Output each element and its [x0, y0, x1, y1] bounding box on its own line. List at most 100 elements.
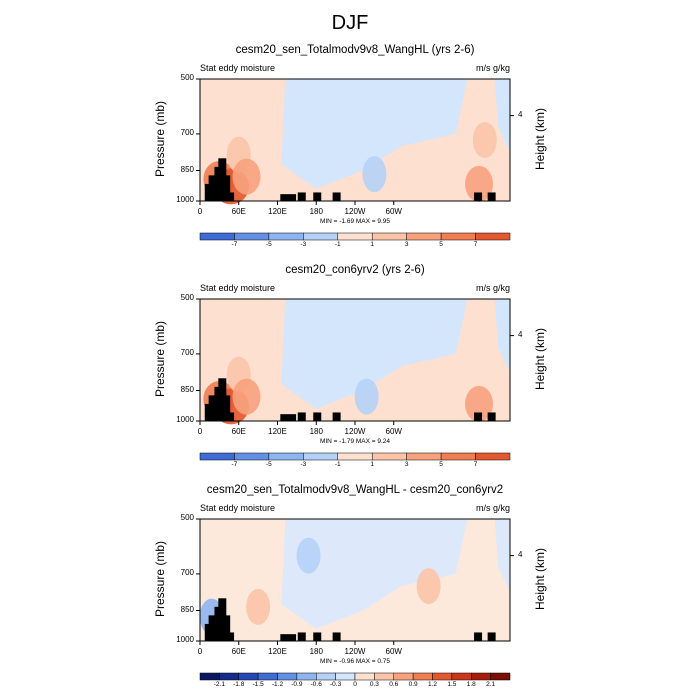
- topography: [487, 412, 496, 421]
- y-tick-label: 500: [180, 513, 194, 522]
- y-tick-label: 700: [180, 347, 194, 357]
- topography: [474, 632, 483, 641]
- x-tick-label: 60E: [231, 427, 246, 436]
- field-negative-region: [281, 519, 468, 629]
- field-feature: [472, 122, 497, 158]
- x-tick-label: 60W: [385, 427, 402, 436]
- right-subtitle: m/s g/kg: [475, 503, 510, 513]
- colorbar-box: [440, 232, 476, 241]
- topography: [297, 412, 306, 421]
- colorbar-label: 3: [404, 241, 409, 248]
- colorbar-box: [316, 672, 336, 681]
- colorbar-label: -0.3: [330, 681, 342, 688]
- field-negative-region: [494, 519, 510, 593]
- field-feature: [362, 156, 387, 193]
- colorbar-box: [303, 232, 339, 241]
- topography: [297, 192, 306, 201]
- colorbar-box: [371, 232, 407, 241]
- colorbar-label: 1.5: [447, 681, 457, 688]
- topography: [222, 175, 231, 201]
- colorbar-box: [475, 232, 511, 241]
- stats-text: MIN = -1.69 MAX = 9.95: [319, 218, 391, 225]
- field-negative-region: [494, 299, 510, 373]
- colorbar-label: -0.9: [291, 681, 303, 688]
- colorbar-box: [303, 452, 339, 461]
- colorbar-box: [234, 232, 270, 241]
- topography: [226, 632, 235, 641]
- colorbar-label: 0.6: [389, 681, 399, 688]
- x-tick-label: 120W: [344, 207, 366, 216]
- y-tick-label: 1000: [176, 635, 194, 644]
- colorbar-box: [238, 672, 259, 681]
- colorbar-box: [432, 672, 453, 681]
- x-tick-label: 120W: [344, 647, 366, 656]
- topography: [487, 192, 496, 201]
- colorbar-box: [219, 672, 239, 681]
- colorbar-box: [490, 672, 511, 681]
- field-feature: [416, 568, 441, 605]
- y-tick-label: 850: [180, 164, 194, 174]
- topography: [332, 412, 341, 421]
- colorbar-label: -5: [265, 241, 272, 248]
- colorbar-label: -1: [334, 241, 341, 248]
- panel-title: cesm20_sen_Totalmodv9v8_WangHL - cesm20_…: [206, 484, 504, 496]
- topography: [288, 414, 297, 421]
- x-tick-label: 0: [197, 647, 203, 656]
- colorbar-box: [440, 452, 476, 461]
- colorbar-label: -3: [300, 461, 307, 468]
- field-feature: [246, 588, 271, 625]
- y-tick-label: 1000: [176, 195, 194, 204]
- topography: [222, 615, 231, 641]
- colorbar-box: [393, 672, 414, 681]
- main-title: DJF: [331, 12, 369, 34]
- colorbar-label: 3: [404, 461, 409, 468]
- panel-title: cesm20_sen_Totalmodv9v8_WangHL (yrs 2-6): [235, 44, 475, 56]
- colorbar-box: [412, 672, 433, 681]
- topography: [297, 632, 306, 641]
- colorbar-box: [268, 232, 304, 241]
- topography: [222, 395, 231, 421]
- topography: [332, 192, 341, 201]
- x-tick-label: 0: [197, 427, 203, 436]
- topography: [313, 412, 322, 421]
- field-negative-region: [281, 79, 468, 189]
- colorbar-label: -1: [334, 461, 341, 468]
- y-right-tick-label: 4: [518, 109, 523, 119]
- colorbar-box: [335, 672, 356, 681]
- colorbar-box: [371, 452, 407, 461]
- x-tick-label: 60W: [385, 207, 402, 216]
- left-subtitle: Stat eddy moisture: [200, 283, 276, 293]
- colorbar-box: [337, 452, 373, 461]
- colorbar-label: -7: [231, 241, 238, 248]
- y-tick-label: 700: [180, 567, 194, 577]
- panel-2: [196, 298, 514, 461]
- colorbar-box: [406, 452, 442, 461]
- field-feature: [232, 378, 261, 415]
- topography: [280, 194, 289, 201]
- colorbar-label: 0: [353, 681, 357, 688]
- colorbar-label: 0.9: [408, 681, 418, 688]
- topography: [288, 634, 297, 641]
- colorbar-label: 1: [370, 241, 375, 248]
- topography: [280, 414, 289, 421]
- right-subtitle: m/s g/kg: [475, 283, 510, 293]
- y-right-tick-label: 4: [518, 329, 523, 339]
- colorbar-label: 5: [439, 241, 443, 248]
- colorbar-label: 0.3: [369, 681, 379, 688]
- colorbar-box: [354, 672, 375, 681]
- x-tick-label: 60E: [231, 647, 246, 656]
- colorbar-label: -5: [265, 461, 272, 468]
- colorbar-box: [337, 232, 373, 241]
- colorbar-box: [199, 232, 235, 241]
- topography: [208, 175, 217, 201]
- y-right-tick-label: 4: [518, 549, 523, 559]
- panel-title: cesm20_con6yrv2 (yrs 2-6): [285, 264, 425, 276]
- colorbar-label: 7: [473, 461, 478, 468]
- y-tick-label: 850: [180, 604, 194, 614]
- field-feature: [232, 158, 261, 195]
- x-tick-label: 180: [309, 427, 323, 436]
- colorbar-box: [296, 672, 317, 681]
- colorbar-label: 1.2: [427, 681, 438, 688]
- left-subtitle: Stat eddy moisture: [200, 63, 276, 73]
